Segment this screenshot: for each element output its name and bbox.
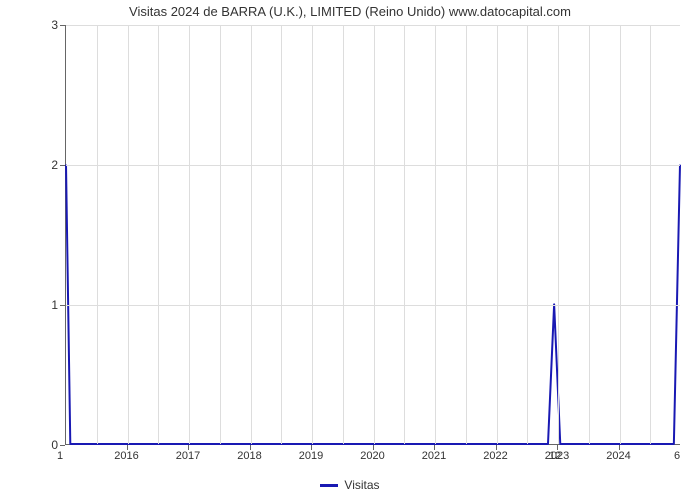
x-tick-mark (434, 445, 435, 450)
y-tick-label: 0 (28, 438, 58, 452)
legend-label: Visitas (344, 478, 379, 492)
x-tick-label: 2020 (360, 450, 384, 462)
y-tick-mark (60, 445, 65, 446)
x-tick-label: 2019 (299, 450, 323, 462)
x-tick-label: 2016 (114, 450, 138, 462)
x-tick-label: 2024 (606, 450, 630, 462)
gridline-vertical (251, 25, 252, 444)
gridline-vertical (220, 25, 221, 444)
gridline-vertical (343, 25, 344, 444)
x-tick-mark (619, 445, 620, 450)
x-tick-mark (127, 445, 128, 450)
extra-axis-label: 12 (549, 450, 561, 462)
x-tick-mark (373, 445, 374, 450)
gridline-vertical (497, 25, 498, 444)
chart-title: Visitas 2024 de BARRA (U.K.), LIMITED (R… (0, 4, 700, 19)
y-tick-label: 2 (28, 158, 58, 172)
y-tick-label: 1 (28, 298, 58, 312)
gridline-vertical (435, 25, 436, 444)
x-tick-label: 2022 (483, 450, 507, 462)
gridline-vertical (589, 25, 590, 444)
gridline-vertical (312, 25, 313, 444)
x-tick-label: 2018 (237, 450, 261, 462)
gridline-vertical (527, 25, 528, 444)
gridline-vertical (404, 25, 405, 444)
y-tick-mark (60, 165, 65, 166)
y-tick-mark (60, 305, 65, 306)
extra-axis-label: 6 (674, 450, 680, 462)
gridline-vertical (466, 25, 467, 444)
gridline-vertical (620, 25, 621, 444)
x-tick-mark (311, 445, 312, 450)
y-tick-label: 3 (28, 18, 58, 32)
gridline-vertical (128, 25, 129, 444)
extra-axis-label: 1 (57, 450, 63, 462)
x-tick-mark (188, 445, 189, 450)
legend: Visitas (0, 478, 700, 492)
gridline-vertical (281, 25, 282, 444)
y-tick-mark (60, 25, 65, 26)
x-tick-label: 2017 (176, 450, 200, 462)
gridline-vertical (97, 25, 98, 444)
gridline-vertical (650, 25, 651, 444)
x-tick-mark (496, 445, 497, 450)
gridline-vertical (158, 25, 159, 444)
chart-container: Visitas 2024 de BARRA (U.K.), LIMITED (R… (0, 0, 700, 500)
plot-area (65, 25, 680, 445)
legend-swatch (320, 484, 338, 487)
gridline-vertical (558, 25, 559, 444)
x-tick-label: 2021 (422, 450, 446, 462)
x-tick-mark (250, 445, 251, 450)
gridline-vertical (374, 25, 375, 444)
gridline-vertical (189, 25, 190, 444)
